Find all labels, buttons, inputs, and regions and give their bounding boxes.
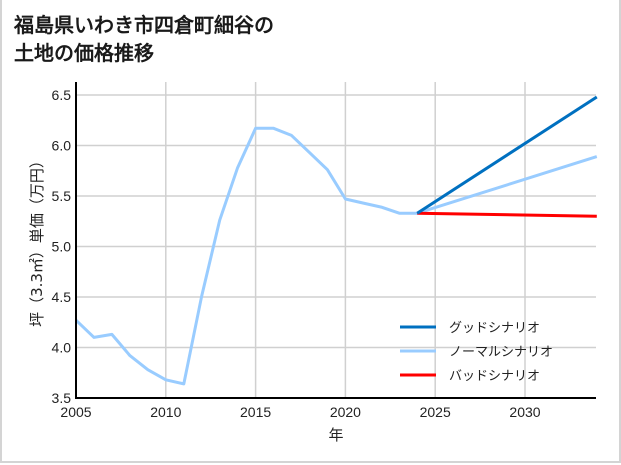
- x-tick-label: 2030: [509, 404, 540, 420]
- y-tick-label: 5.5: [52, 188, 72, 204]
- y-tick-label: 4.0: [52, 340, 72, 356]
- x-tick-label: 2020: [330, 404, 361, 420]
- y-tick-label: 5.0: [52, 239, 72, 255]
- legend-label: バッドシナリオ: [449, 369, 540, 384]
- y-tick-label: 6.0: [52, 138, 72, 154]
- legend-label: ノーマルシナリオ: [449, 345, 553, 360]
- y-tick-label: 3.5: [52, 390, 72, 406]
- title-line-1: 福島県いわき市四倉町細谷の: [14, 13, 274, 37]
- y-tick-label: 6.5: [52, 87, 72, 103]
- series-line: [416, 95, 598, 215]
- x-tick-label: 2025: [420, 404, 451, 420]
- axes: [75, 82, 596, 399]
- x-tick-label: 2005: [60, 404, 91, 420]
- title-line-2: 土地の価格推移: [14, 41, 154, 65]
- data-lines: [74, 95, 598, 386]
- series-line: [417, 211, 597, 218]
- y-axis-label: 坪（3.3㎡）単価（万円）: [28, 153, 46, 327]
- series-line: [74, 126, 598, 386]
- y-tick-label: 4.5: [52, 289, 72, 305]
- chart-title: 福島県いわき市四倉町細谷の 土地の価格推移: [14, 11, 274, 67]
- legend-label: グッドシナリオ: [449, 321, 540, 336]
- tick-labels: 2005 2010 2015 2020 2025 2030 3.5 4.0 4.5 5.0 5.5 6…: [52, 87, 541, 420]
- x-tick-label: 2010: [150, 404, 181, 420]
- grid-lines: [76, 82, 596, 398]
- x-axis-label: 年: [328, 426, 343, 444]
- x-tick-label: 2015: [240, 404, 271, 420]
